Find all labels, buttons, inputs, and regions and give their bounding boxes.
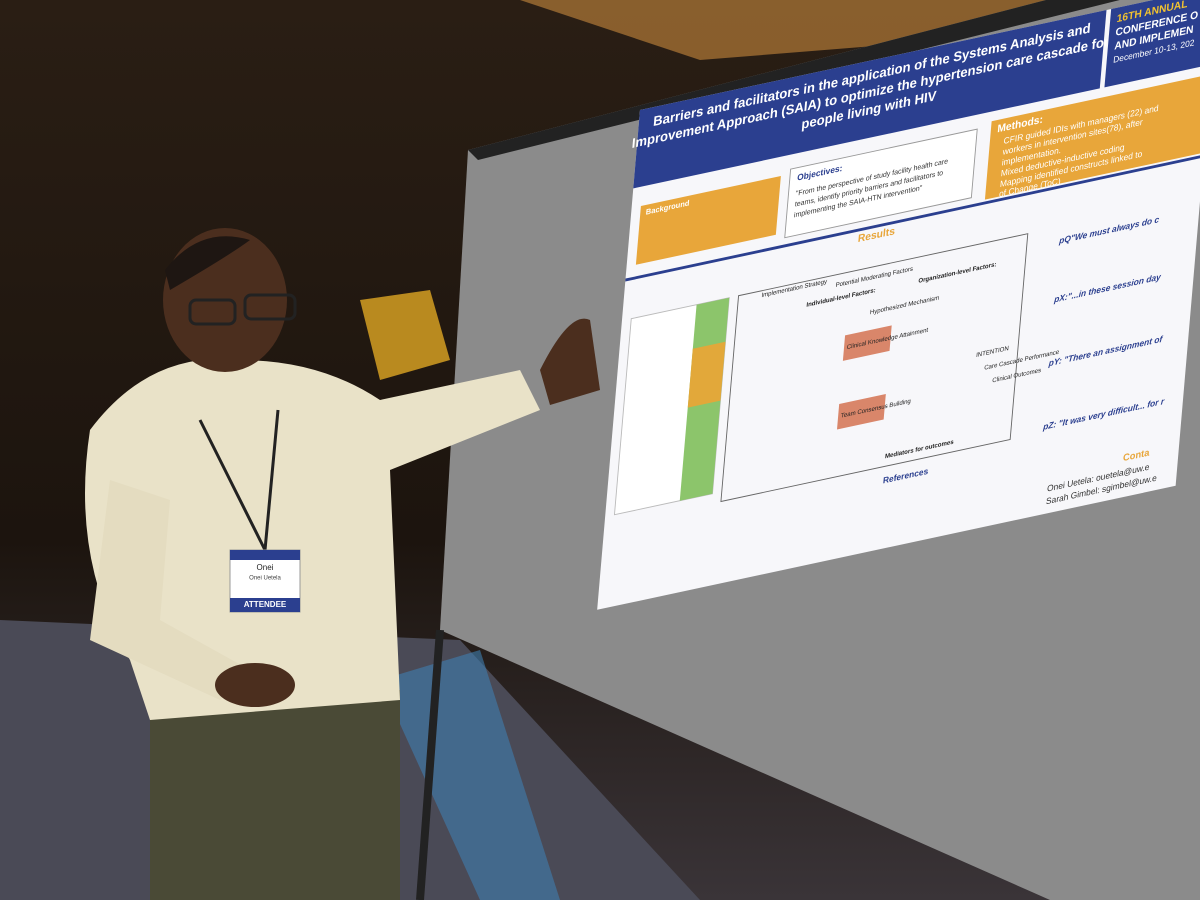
presenter: Onei Onei Uetela ATTENDEE [85,228,600,900]
carpet-stripe [380,650,560,900]
methods-box [984,74,1200,200]
title-band [633,9,1107,189]
trousers [150,690,400,900]
badge-role-band [230,598,300,612]
badge-full-name: Onei Uetela [249,576,281,582]
sweater [85,358,540,720]
poster: Barriers and facilitators in the applica… [597,0,1200,610]
badge-first-name: Onei [257,563,274,572]
lanyard [263,409,280,551]
plant [360,290,450,380]
board-leg [416,629,444,900]
glasses [188,298,237,326]
badge-header [230,550,300,560]
hand [540,318,600,405]
glasses [243,293,297,321]
diagram-frame [720,233,1029,503]
mechanism-box [837,394,886,430]
objectives-box [784,128,978,239]
conference-box [1104,0,1200,88]
hand [215,663,295,707]
lanyard [198,419,267,551]
background-box [635,176,781,265]
sweater-arm [90,480,250,700]
rating-column [687,341,726,408]
divider [625,154,1200,282]
mechanism-box [842,325,892,361]
badge-role: ATTENDEE [244,600,287,609]
hair [165,236,250,290]
